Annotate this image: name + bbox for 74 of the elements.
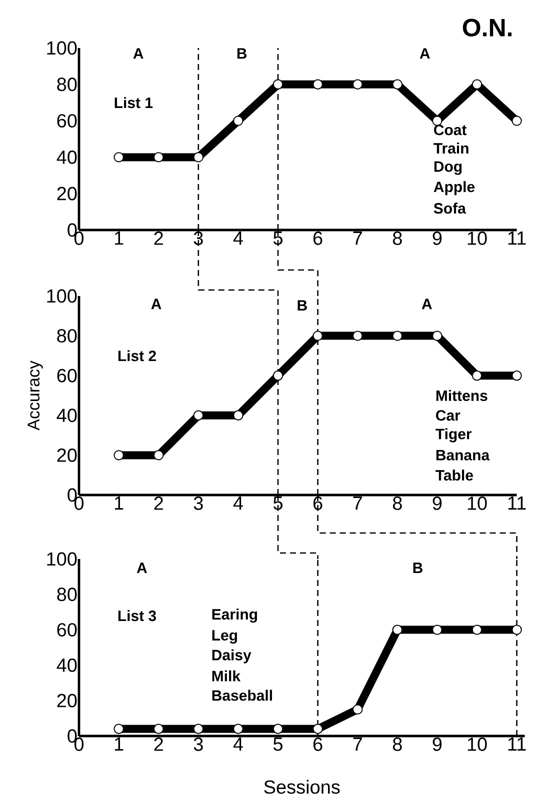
y-tick-label: 20: [57, 186, 77, 200]
x-tick-label: 6: [313, 496, 322, 510]
annotation: A: [133, 48, 144, 59]
annotation: A: [422, 298, 432, 310]
chart-title: O.N.: [462, 18, 512, 36]
annotation: Earing: [212, 608, 257, 623]
y-tick-label: 60: [57, 368, 77, 382]
y-tick-label: 20: [57, 448, 77, 462]
y-tick-label: 100: [47, 289, 77, 303]
x-tick-label: 4: [233, 496, 243, 510]
x-tick-label: 4: [233, 738, 243, 751]
x-tick-label: 2: [154, 738, 163, 751]
x-tick-label: 10: [468, 738, 487, 751]
x-tick-label: 7: [353, 738, 362, 751]
annotation: B: [237, 48, 247, 59]
annotation: B: [413, 562, 422, 574]
annotation: Tiger: [436, 428, 472, 442]
x-tick-label: 11: [508, 738, 526, 751]
y-tick-label: 100: [47, 552, 77, 566]
x-tick-label: 7: [353, 496, 362, 510]
x-tick-label: 4: [233, 232, 243, 245]
y-tick-label: 80: [57, 588, 77, 602]
annotation: A: [136, 562, 147, 574]
x-tick-label: 3: [194, 496, 203, 510]
y-tick-label: 100: [47, 41, 77, 55]
annotation: Train: [434, 142, 468, 154]
x-tick-label: 8: [392, 738, 402, 751]
annotation: Leg: [212, 630, 237, 644]
annotation: Banana: [436, 450, 490, 460]
annotation: Dog: [434, 161, 462, 175]
x-tick-label: 6: [313, 232, 322, 245]
annotation: List 3: [118, 610, 156, 622]
x-tick-label: 10: [468, 232, 487, 245]
x-tick-label: 8: [392, 496, 402, 510]
y-tick-label: 40: [56, 658, 77, 672]
x-tick-label: 2: [154, 232, 163, 245]
y-tick-label: 80: [57, 78, 77, 92]
y-tick-label: 60: [57, 623, 77, 637]
y-tick-label: 80: [57, 329, 77, 343]
y-tick-label: 60: [57, 114, 77, 128]
annotation: Daisy: [212, 649, 252, 664]
annotation: Table: [436, 470, 473, 481]
annotation: A: [151, 298, 162, 310]
annotation: B: [298, 300, 307, 311]
x-tick-label: 5: [273, 738, 282, 751]
x-tick-label: 8: [392, 232, 402, 245]
annotation: A: [420, 48, 430, 59]
y-tick-label: 40: [56, 150, 77, 164]
annotation: Baseball: [212, 690, 272, 701]
x-tick-label: 11: [508, 232, 526, 245]
x-tick-label: 2: [154, 496, 163, 510]
x-axis-title: Sessions: [264, 780, 340, 794]
annotation: Coat: [434, 124, 467, 136]
x-tick-label: 9: [432, 738, 442, 751]
annotation: List 1: [114, 97, 153, 108]
x-tick-label: 1: [114, 496, 124, 510]
annotation: Milk: [212, 670, 241, 682]
x-tick-label: 10: [468, 496, 487, 510]
x-tick-label: 6: [313, 738, 322, 751]
y-tick-label: 20: [57, 694, 77, 708]
annotation: Car: [436, 410, 460, 421]
x-tick-label: 9: [432, 496, 442, 510]
x-tick-label: 9: [432, 232, 442, 245]
x-tick-label: 3: [194, 738, 203, 751]
x-tick-label: 1: [114, 738, 124, 751]
y-axis-title: Accuracy: [28, 360, 43, 430]
annotation: Apple: [434, 181, 475, 196]
y-tick-label: 40: [56, 408, 77, 422]
x-tick-label: 7: [353, 232, 362, 245]
x-tick-label: 11: [508, 496, 526, 510]
x-tick-label: 1: [114, 232, 124, 245]
annotation: List 2: [118, 350, 156, 362]
annotation: Sofa: [434, 202, 466, 214]
annotation: Mittens: [436, 390, 488, 401]
